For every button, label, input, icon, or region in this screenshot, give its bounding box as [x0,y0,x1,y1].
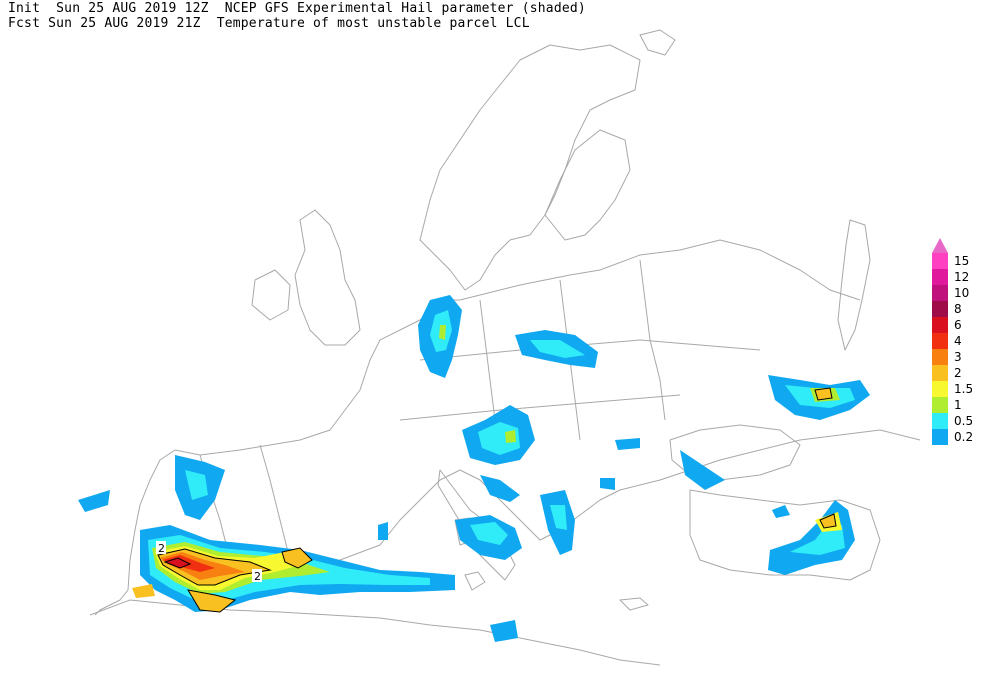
legend-swatch-6 [932,317,948,333]
legend-swatch-1_5 [932,381,948,397]
legend-label-2: 2 [954,366,962,380]
legend-swatch-12 [932,269,948,285]
header-init-line: Init Sun 25 AUG 2019 12Z NCEP GFS Experi… [8,1,586,16]
hail-field-italy-sea [378,515,522,642]
legend-label-6: 6 [954,318,962,332]
legend-label-15: 15 [954,254,970,268]
legend-swatch-8 [932,301,948,317]
legend-arrow [932,238,948,253]
hail-field-ukraine [768,375,870,420]
legend-swatch-0_2 [932,429,948,445]
legend-label-12: 12 [954,270,970,284]
contour-label-1: 2 [158,542,165,555]
legend-swatch-15 [932,253,948,269]
header-fcst-line: Fcst Sun 25 AUG 2019 21Z Temperature of … [8,16,530,31]
hail-field-germany [418,295,462,378]
contour-labels: 2 2 [156,541,262,583]
legend-colorbar [932,238,948,445]
legend-label-1: 1 [954,398,962,412]
contour-label-2: 2 [254,570,261,583]
legend-swatch-10 [932,285,948,301]
legend-label-0_2: 0.2 [954,430,974,444]
legend-label-1_5: 1.5 [954,382,974,396]
legend-swatch-3 [932,349,948,365]
legend-swatch-2 [932,365,948,381]
legend-swatch-4 [932,333,948,349]
legend-label-8: 8 [954,302,962,316]
hail-field-poland [515,330,598,368]
legend-label-0_5: 0.5 [954,414,974,428]
legend-label-3: 3 [954,350,962,364]
legend-swatch-1 [932,397,948,413]
hail-field-balkans [462,405,725,555]
legend-label-4: 4 [954,334,962,348]
hail-field-turkey [768,500,855,575]
legend-swatch-0_5 [932,413,948,429]
hail-field-iberia [78,455,455,613]
legend-label-10: 10 [954,286,970,300]
